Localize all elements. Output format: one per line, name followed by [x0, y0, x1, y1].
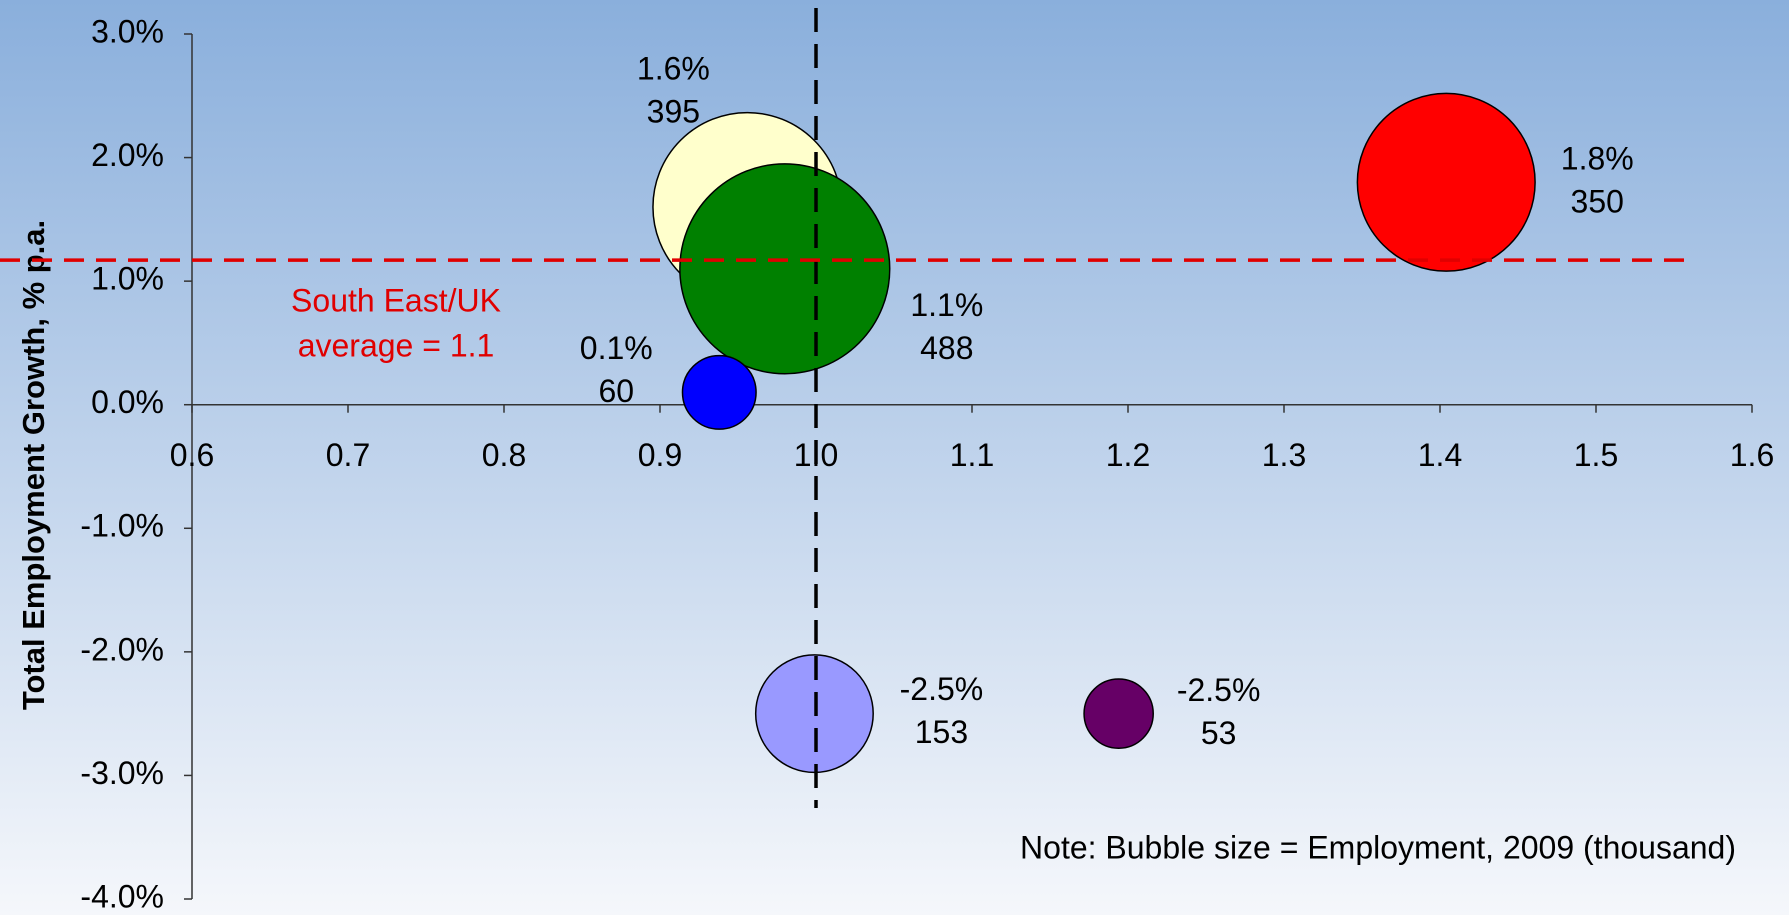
data-label: 1.1% — [910, 287, 983, 323]
annotation: average = 1.1 — [298, 327, 495, 363]
y-tick-label: 2.0% — [91, 137, 164, 173]
data-label: 153 — [915, 714, 968, 750]
x-tick-label: 1.1 — [950, 437, 994, 473]
data-label: 1.8% — [1561, 141, 1634, 177]
data-label: 60 — [598, 373, 634, 409]
x-tick-label: 1.6 — [1730, 437, 1774, 473]
annotation: South East/UK — [291, 282, 501, 318]
x-tick-label: 0.9 — [638, 437, 682, 473]
data-label: 53 — [1201, 715, 1237, 751]
x-tick-label: 0.7 — [326, 437, 370, 473]
x-tick-label: 1.4 — [1418, 437, 1462, 473]
y-tick-label: -3.0% — [80, 755, 164, 791]
bubble — [679, 163, 891, 375]
data-label: 1.6% — [637, 50, 710, 86]
x-tick-label: 1.5 — [1574, 437, 1618, 473]
y-tick-label: -4.0% — [80, 878, 164, 914]
bubble — [681, 354, 757, 430]
data-label: -2.5% — [1177, 672, 1261, 708]
y-tick-label: 3.0% — [91, 13, 164, 49]
data-label: 350 — [1571, 184, 1624, 220]
y-tick-label: 1.0% — [91, 261, 164, 297]
data-label: 488 — [920, 330, 973, 366]
x-tick-label: 0.6 — [170, 437, 214, 473]
bubble — [1356, 92, 1536, 272]
x-tick-label: 1.2 — [1106, 437, 1150, 473]
y-tick-label: -1.0% — [80, 508, 164, 544]
data-label: 0.1% — [580, 330, 653, 366]
bubble — [1083, 678, 1154, 749]
y-tick-label: 0.0% — [91, 384, 164, 420]
data-label: 395 — [647, 93, 700, 129]
y-axis-label: Total Employment Growth, % p.a. — [16, 220, 51, 710]
note: Note: Bubble size = Employment, 2009 (th… — [1020, 829, 1736, 865]
data-label: -2.5% — [900, 671, 984, 707]
x-tick-label: 0.8 — [482, 437, 526, 473]
x-tick-label: 1.3 — [1262, 437, 1306, 473]
y-tick-label: -2.0% — [80, 631, 164, 667]
